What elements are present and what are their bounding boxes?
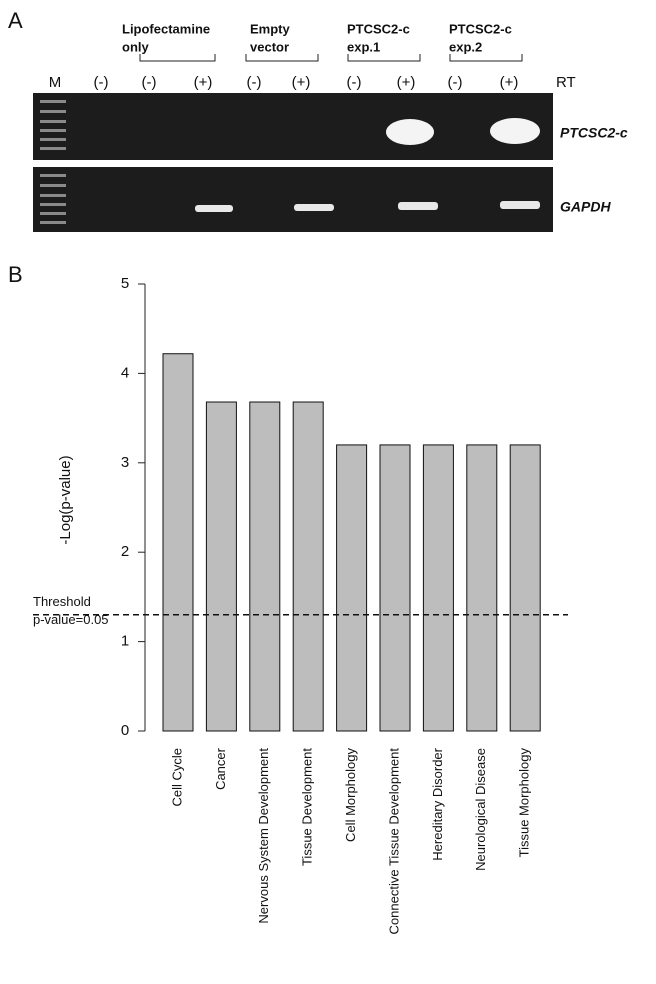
y-tick-label: 2 (121, 543, 129, 560)
bar (422, 444, 454, 732)
lane-group-label: PTCSC2-c (449, 21, 512, 36)
y-tick-label: 0 (121, 722, 129, 739)
x-tick-label: Cell Cycle (169, 748, 184, 807)
lane-label: (+) (292, 74, 311, 91)
lane-group-label: PTCSC2-c (347, 21, 410, 36)
y-tick-label: 1 (121, 633, 129, 650)
x-tick-label: Hereditary Disorder (430, 747, 445, 860)
gel-image (33, 54, 553, 232)
y-tick-label: 5 (121, 275, 129, 292)
x-tick-label: Cancer (213, 747, 228, 790)
lane-label: (+) (194, 74, 213, 91)
lane-label: (-) (142, 74, 157, 91)
lane-group-label: Lipofectamine (122, 21, 210, 36)
x-tick-label: Cell Morphology (343, 748, 358, 842)
x-tick-label: Connective Tissue Development (386, 748, 401, 935)
bar (205, 401, 237, 732)
bar (466, 444, 498, 732)
y-tick-label: 4 (121, 364, 129, 381)
lane-label: (+) (500, 74, 519, 91)
lane-label: (-) (448, 74, 463, 91)
lane-label: (-) (247, 74, 262, 91)
x-tick-label: Nervous System Development (256, 748, 271, 924)
y-axis-label: -Log(p-value) (57, 455, 74, 544)
threshold-label: Threshold (33, 594, 91, 609)
gene-label: GAPDH (560, 199, 611, 215)
bar (336, 444, 368, 732)
panel-label: B (8, 262, 23, 287)
y-tick-label: 3 (121, 454, 129, 471)
lane-label: (+) (397, 74, 416, 91)
gene-label: PTCSC2-c (560, 125, 628, 141)
lane-group-label: Empty (250, 21, 291, 36)
bar (379, 444, 411, 732)
bar (162, 353, 194, 732)
lane-label: M (49, 74, 62, 91)
lane-group-label: exp.1 (347, 39, 380, 54)
bar (292, 401, 324, 732)
rt-label: RT (556, 74, 576, 91)
x-tick-label: Neurological Disease (473, 748, 488, 871)
bar (249, 401, 281, 732)
bar (509, 444, 541, 732)
lane-group-label: vector (250, 39, 289, 54)
panel-label: A (8, 8, 23, 33)
lane-group-label: only (122, 39, 149, 54)
lane-label: (-) (347, 74, 362, 91)
x-tick-label: Tissue Development (300, 748, 315, 866)
lane-label: (-) (94, 74, 109, 91)
threshold-label: p-value=0.05 (33, 612, 109, 627)
x-tick-label: Tissue Morphology (517, 748, 532, 858)
lane-group-label: exp.2 (449, 39, 482, 54)
